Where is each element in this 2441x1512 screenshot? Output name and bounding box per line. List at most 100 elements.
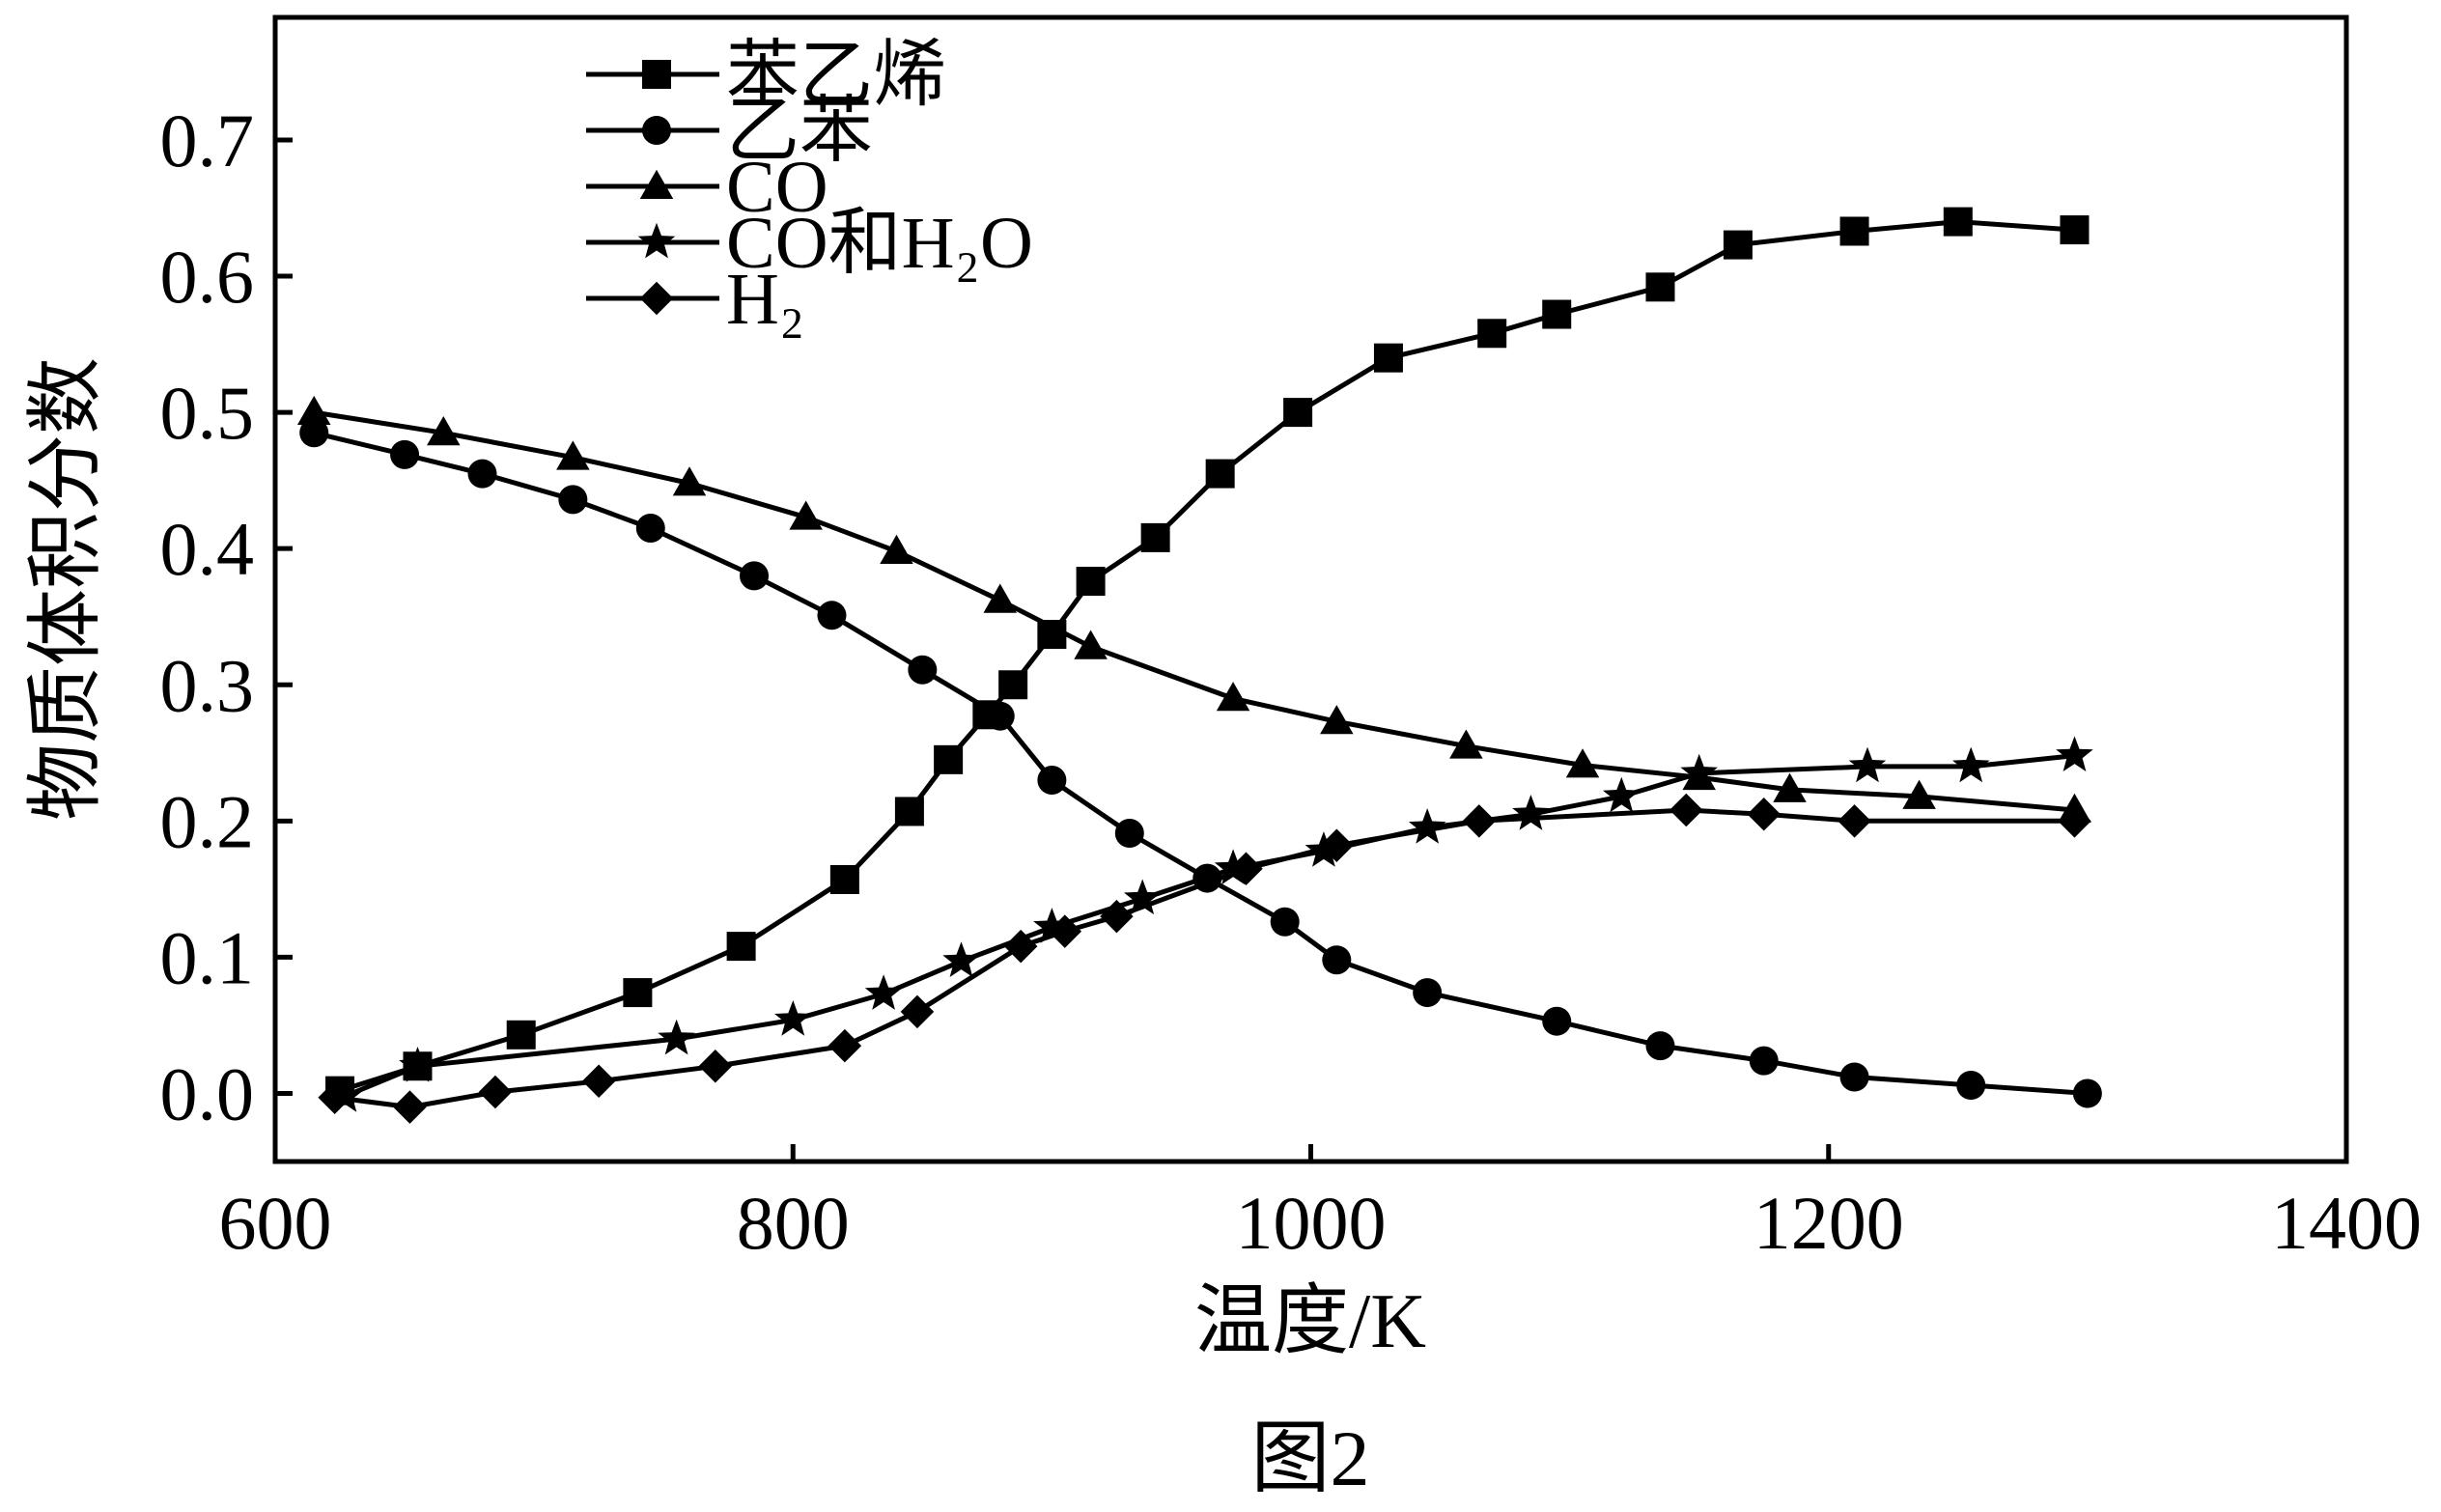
data-point-square	[726, 932, 756, 962]
data-point-star	[1848, 746, 1887, 783]
data-point-diamond	[1747, 798, 1781, 831]
legend-label: 苯乙烯	[726, 35, 946, 116]
series-diamond	[318, 793, 2091, 1124]
data-point-triangle	[880, 534, 913, 564]
data-point-diamond	[318, 1080, 351, 1114]
legend-label: CO	[726, 147, 828, 228]
data-point-circle	[1956, 1071, 1986, 1100]
tick-layer: 600 800 1000 1200 1400 0.0 0.1 0.2 0.3 0.4 0.5 0.6 0…	[160, 98, 2423, 1265]
series-circle	[299, 418, 2102, 1108]
data-point-diamond	[1320, 828, 1354, 862]
data-point-star	[1033, 908, 1071, 943]
data-point-star	[1680, 753, 1718, 790]
legend-marker-circle	[642, 116, 671, 145]
data-point-star	[1124, 879, 1162, 915]
data-point-triangle	[1565, 748, 1600, 778]
data-point-triangle	[672, 466, 707, 496]
data-point-triangle	[1449, 729, 1483, 759]
data-point-star	[1408, 808, 1446, 844]
y-tick-label: 0.2	[160, 779, 255, 863]
data-point-square	[1839, 216, 1869, 246]
legend-label: H₂	[726, 259, 804, 340]
data-point-square	[1943, 207, 1973, 237]
data-point-triangle	[1320, 705, 1354, 735]
data-point-square	[934, 744, 964, 774]
data-point-star	[2056, 736, 2093, 771]
y-axis-title: 物质体积分数	[24, 357, 109, 821]
data-point-circle	[1322, 945, 1352, 975]
data-point-circle	[1270, 907, 1300, 937]
series-line-triangle	[313, 409, 2075, 813]
data-point-diamond	[1669, 793, 1703, 827]
data-point-square	[894, 797, 924, 826]
legend-marker-star	[637, 222, 676, 259]
x-tick-label: 1000	[1236, 1181, 1387, 1265]
data-point-star	[658, 1019, 695, 1055]
data-point-star	[942, 941, 980, 977]
data-point-circle	[1413, 978, 1443, 1008]
data-point-circle	[1542, 1006, 1572, 1036]
data-point-star	[1603, 776, 1641, 813]
data-point-circle	[1114, 819, 1144, 849]
data-point-square	[2060, 215, 2090, 245]
data-point-circle	[908, 655, 938, 685]
data-point-circle	[467, 459, 497, 489]
x-axis-title: 温度/K	[1194, 1279, 1426, 1364]
data-point-square	[1140, 522, 1170, 552]
data-point-triangle	[1773, 772, 1807, 802]
legend-marker-diamond	[639, 281, 674, 316]
data-point-square	[998, 670, 1028, 700]
data-point-diamond	[1838, 804, 1871, 838]
series-square	[325, 207, 2090, 1106]
legend-item-triangle: CO	[586, 147, 828, 228]
data-point-circle	[635, 514, 665, 544]
data-point-circle	[390, 439, 420, 469]
data-point-square	[623, 978, 653, 1008]
y-tick-label: 0.6	[160, 235, 255, 319]
data-point-square	[829, 864, 859, 894]
data-point-circle	[817, 601, 847, 630]
data-point-circle	[1749, 1046, 1779, 1076]
data-point-square	[1645, 272, 1675, 302]
x-tick-label: 1200	[1754, 1181, 1904, 1265]
data-point-square	[506, 1020, 536, 1050]
data-point-star	[864, 974, 903, 1010]
data-point-circle	[2072, 1078, 2102, 1108]
data-point-square	[1205, 459, 1235, 489]
data-point-square	[1076, 567, 1106, 597]
data-point-square	[1477, 319, 1507, 349]
y-tick-label: 0.7	[160, 98, 255, 182]
data-point-star	[1512, 795, 1550, 830]
legend-marker-square	[642, 60, 671, 89]
data-point-circle	[299, 418, 329, 448]
data-point-diamond	[900, 994, 935, 1029]
data-point-diamond	[828, 1028, 862, 1063]
data-point-triangle	[1216, 682, 1250, 712]
y-tick-label: 0.3	[160, 643, 255, 727]
data-point-circle	[1037, 766, 1067, 795]
data-point-star	[1952, 746, 1990, 783]
legend-item-circle: 乙苯	[586, 91, 873, 172]
data-point-diamond	[1003, 929, 1038, 964]
y-tick-label: 0.0	[160, 1051, 255, 1135]
data-point-diamond	[1048, 914, 1082, 948]
figure-caption: 图2	[1250, 1414, 1369, 1502]
x-tick-label: 600	[219, 1181, 332, 1265]
y-tick-label: 0.1	[160, 915, 255, 999]
data-point-triangle	[983, 583, 1017, 613]
data-point-circle	[740, 561, 770, 591]
data-point-star	[399, 1047, 436, 1082]
data-point-circle	[1839, 1062, 1869, 1092]
legend-item-star: CO和H₂O	[586, 203, 1033, 284]
data-point-diamond	[393, 1090, 427, 1124]
data-point-diamond	[1229, 852, 1263, 885]
x-tick-label: 800	[737, 1181, 850, 1265]
data-point-diamond	[581, 1064, 616, 1099]
data-point-square	[1373, 343, 1403, 373]
data-point-star	[774, 1000, 812, 1036]
series-layer	[296, 207, 2102, 1124]
data-point-circle	[558, 485, 588, 515]
